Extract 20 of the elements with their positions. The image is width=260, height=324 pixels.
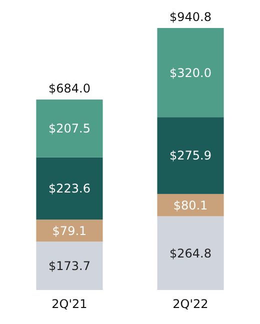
total-label: $684.0 <box>48 82 90 96</box>
data-label: $207.5 <box>48 122 90 136</box>
data-label: $223.6 <box>48 182 90 196</box>
bar <box>36 100 103 158</box>
total-label: $940.8 <box>170 10 212 24</box>
bar <box>36 242 103 290</box>
data-label: $275.9 <box>170 148 212 163</box>
data-label: $79.1 <box>52 224 87 238</box>
data-label: $173.7 <box>48 259 90 274</box>
bar <box>36 220 103 242</box>
data-label: $320.0 <box>170 66 212 80</box>
bar <box>157 216 224 290</box>
data-label: $264.8 <box>170 246 212 260</box>
x-tick-label: 2Q'22 <box>172 297 208 311</box>
data-label: $80.1 <box>173 198 208 212</box>
bar <box>157 28 224 118</box>
x-tick-label: 2Q'21 <box>52 297 88 311</box>
bar <box>36 157 103 220</box>
bar <box>157 194 224 216</box>
bar <box>157 117 224 194</box>
